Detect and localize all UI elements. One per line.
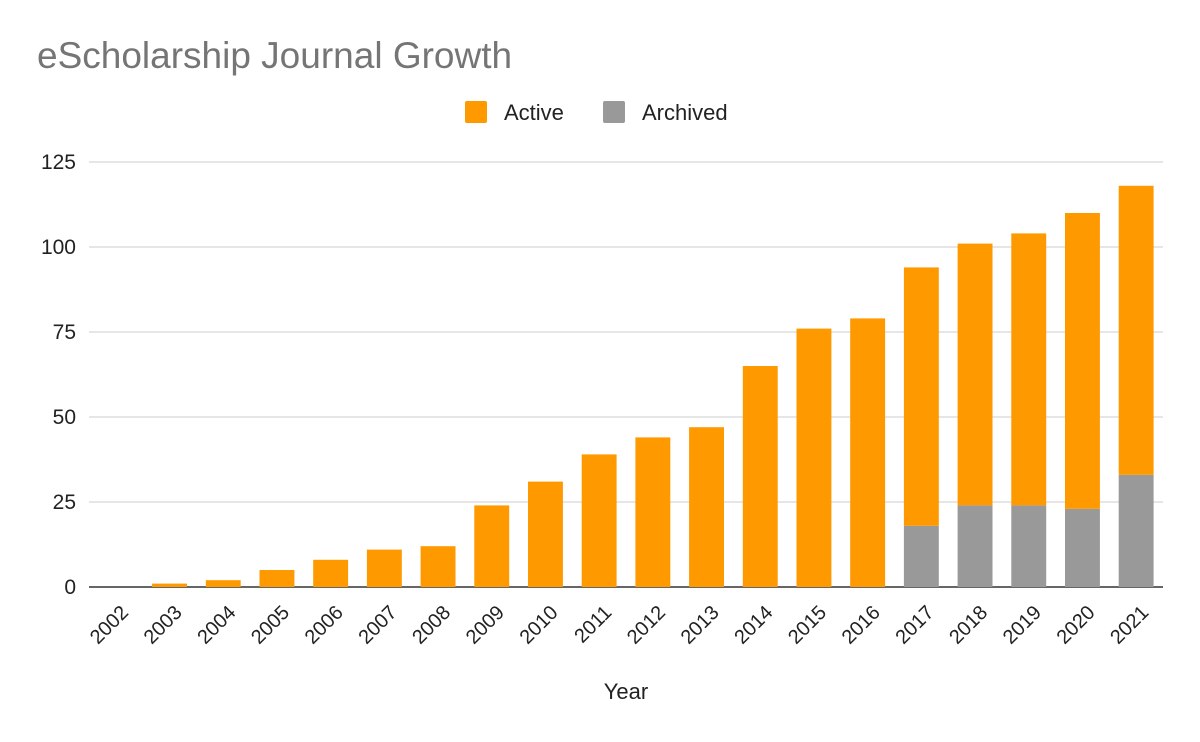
legend-label-active: Active	[504, 100, 564, 125]
bar-archived-2020	[1064, 508, 1100, 587]
legend-swatch-active	[465, 101, 487, 123]
x-tick-label: 2017	[891, 602, 938, 649]
y-axis-ticks: 0 25 50 75 100 125	[41, 151, 76, 599]
x-tick-label: 2014	[730, 602, 777, 649]
bar-archived-2018	[957, 505, 993, 587]
bar-active-2013	[689, 427, 725, 587]
y-tick-label: 0	[64, 576, 76, 599]
bar-active-2008	[420, 546, 456, 587]
bar-active-2006	[313, 559, 349, 587]
legend: Active Archived	[465, 100, 728, 125]
bar-active-2004	[205, 580, 241, 587]
gridlines	[89, 161, 1163, 588]
bar-archived-2019	[1011, 505, 1047, 587]
bar-active-2019	[1011, 233, 1047, 506]
bar-active-2007	[366, 549, 402, 587]
bars	[152, 185, 1154, 587]
x-axis-ticks: 2002 2003 2004 2005 2006 2007 2008 2009 2010 2011…	[86, 602, 1153, 649]
x-tick-label: 2013	[677, 602, 724, 649]
y-tick-label: 100	[41, 236, 76, 259]
x-tick-label: 2003	[140, 602, 187, 649]
bar-archived-2021	[1118, 474, 1154, 587]
x-tick-label: 2004	[193, 602, 240, 649]
chart-title: eScholarship Journal Growth	[37, 35, 512, 76]
x-tick-label: 2011	[570, 602, 616, 648]
y-tick-label: 75	[53, 321, 76, 344]
bar-active-2010	[527, 481, 563, 587]
x-tick-label: 2021	[1106, 602, 1153, 649]
bar-active-2018	[957, 243, 993, 506]
y-tick-label: 25	[53, 491, 76, 514]
bar-active-2009	[474, 505, 510, 587]
y-tick-label: 50	[53, 406, 76, 429]
bar-active-2020	[1064, 213, 1100, 509]
bar-active-2021	[1118, 185, 1154, 475]
x-axis-title: Year	[604, 679, 648, 704]
bar-active-2015	[796, 328, 832, 587]
legend-label-archived: Archived	[642, 100, 728, 125]
x-tick-label: 2008	[408, 602, 455, 649]
x-tick-label: 2019	[999, 602, 1046, 649]
bar-active-2011	[581, 454, 617, 587]
x-tick-label: 2007	[354, 602, 401, 649]
x-tick-label: 2015	[784, 602, 831, 649]
x-tick-label: 2002	[86, 602, 133, 649]
bar-active-2017	[903, 267, 939, 526]
x-tick-label: 2012	[623, 602, 670, 649]
bar-active-2005	[259, 570, 295, 587]
x-tick-label: 2010	[516, 602, 563, 649]
x-tick-label: 2018	[945, 602, 992, 649]
x-tick-label: 2005	[247, 602, 294, 649]
bar-archived-2017	[903, 525, 939, 587]
x-tick-label: 2009	[462, 602, 509, 649]
bar-active-2003	[152, 583, 188, 587]
bar-active-2014	[742, 366, 778, 587]
y-tick-label: 125	[41, 151, 76, 174]
x-tick-label: 2020	[1053, 602, 1100, 649]
x-tick-label: 2016	[838, 602, 885, 649]
x-tick-label: 2006	[301, 602, 348, 649]
bar-active-2016	[850, 318, 886, 587]
legend-swatch-archived	[603, 101, 625, 123]
bar-active-2012	[635, 437, 671, 587]
